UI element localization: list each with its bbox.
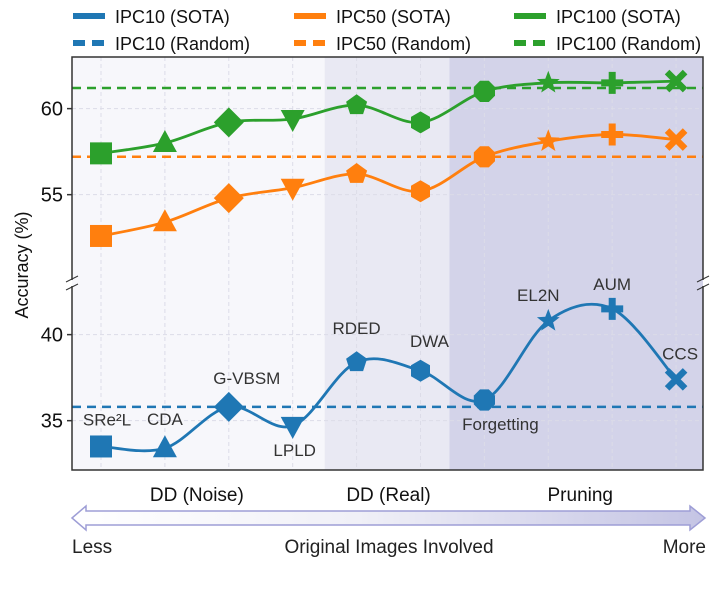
legend-label: IPC10 (SOTA) <box>115 7 230 27</box>
series-line <box>100 302 678 453</box>
star-marker <box>536 308 560 331</box>
y-tick-label: 35 <box>41 411 63 433</box>
x-marker <box>664 128 688 151</box>
plus-marker <box>601 123 624 146</box>
square-marker <box>90 142 112 165</box>
direction-arrow <box>70 504 707 532</box>
method-label: CCS <box>662 344 698 363</box>
region-label: Pruning <box>548 485 614 506</box>
y-tick-label: 55 <box>41 185 63 207</box>
method-label: LPLD <box>273 441 316 460</box>
legend-label: IPC50 (SOTA) <box>336 7 451 27</box>
y-tick-label: 40 <box>41 325 63 347</box>
region-bg <box>72 57 325 470</box>
pentagon-marker <box>346 163 368 183</box>
series-line <box>100 133 677 238</box>
arrow-center-label: Original Images Involved <box>284 537 493 558</box>
y-tick-label: 60 <box>41 99 63 121</box>
hexagon-marker <box>411 359 430 382</box>
x-marker <box>664 368 688 391</box>
axis-break-mark <box>65 283 79 291</box>
method-label: CDA <box>147 410 184 429</box>
method-label: SRe²L <box>83 410 131 429</box>
plus-marker <box>601 297 624 320</box>
region-label: DD (Real) <box>346 485 430 506</box>
triangle-down-marker <box>280 416 305 439</box>
arrow-right-label: More <box>663 537 706 558</box>
legend-label: IPC100 (Random) <box>556 34 701 54</box>
upper-axes-frame <box>71 56 704 280</box>
diamond-marker <box>213 183 244 214</box>
pentagon-marker <box>346 351 368 372</box>
hexagon-marker <box>411 180 430 203</box>
axis-break-mark <box>696 283 710 291</box>
triangle-up-marker <box>152 209 177 232</box>
star-marker <box>536 129 560 151</box>
triangle-down-marker <box>280 109 305 132</box>
axis-break-mark <box>696 275 710 283</box>
region-label: DD (Noise) <box>150 485 244 506</box>
method-label: G-VBSM <box>213 369 280 388</box>
triangle-up-marker <box>152 435 177 458</box>
legend-label: IPC10 (Random) <box>115 34 250 54</box>
method-label: EL2N <box>517 286 560 305</box>
star-marker <box>536 70 560 93</box>
method-label: DWA <box>410 332 450 351</box>
hexagon-marker <box>411 111 430 134</box>
square-marker <box>90 435 112 458</box>
legend-label: IPC100 (SOTA) <box>556 7 681 27</box>
y-axis-label: Accuracy (%) <box>12 211 32 318</box>
plus-marker <box>601 71 624 94</box>
triangle-down-marker <box>280 178 305 201</box>
diamond-marker <box>213 107 244 138</box>
octagon-marker <box>473 80 495 102</box>
x-marker <box>664 69 688 93</box>
arrow-left-label: Less <box>72 537 112 558</box>
method-label: RDED <box>333 319 381 338</box>
square-marker <box>90 224 112 247</box>
pentagon-marker <box>346 94 368 115</box>
legend-label: IPC50 (Random) <box>336 34 471 54</box>
method-label: Forgetting <box>462 415 539 434</box>
triangle-up-marker <box>152 130 177 153</box>
diamond-marker <box>213 391 244 422</box>
octagon-marker <box>473 146 495 168</box>
series-line <box>100 79 677 155</box>
lower-axes-frame <box>71 286 704 471</box>
axis-break-mark <box>65 275 79 283</box>
octagon-marker <box>473 389 495 411</box>
method-label: AUM <box>593 275 631 294</box>
